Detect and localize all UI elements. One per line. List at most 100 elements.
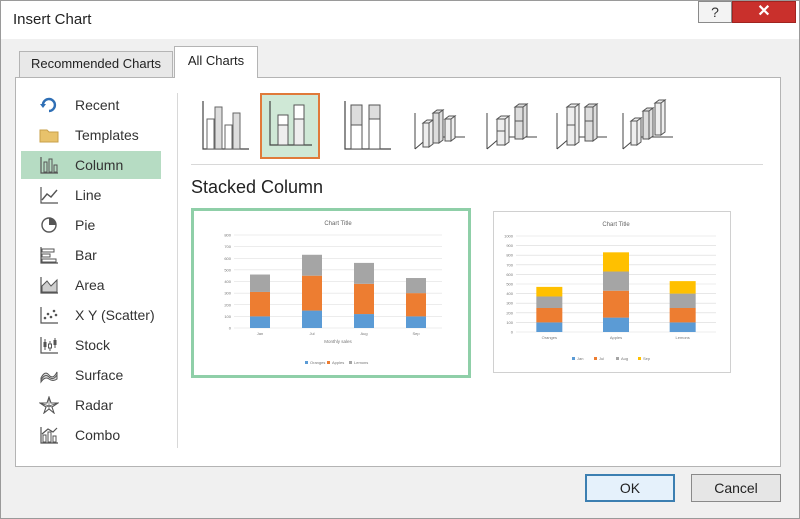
tab-recommended-charts[interactable]: Recommended Charts — [19, 51, 173, 77]
legend-swatch — [616, 357, 619, 360]
ok-button[interactable]: OK — [585, 474, 675, 502]
bar-segment — [302, 254, 322, 276]
bar-segment — [669, 281, 696, 294]
bar-segment — [250, 316, 270, 328]
sidebar-divider — [177, 93, 178, 448]
bar-segment — [354, 314, 374, 328]
column-chart-icon — [40, 157, 58, 174]
help-button[interactable]: ? — [698, 1, 732, 23]
bar-segment — [406, 316, 426, 328]
bar-segment — [302, 275, 322, 311]
subtype-100-stacked-column[interactable] — [337, 93, 397, 159]
recent-icon — [40, 97, 57, 113]
gallery-divider — [191, 164, 763, 165]
sidebar-item-column[interactable]: Column — [21, 151, 161, 179]
legend-label: Jan — [577, 356, 583, 361]
subtype-clustered-column[interactable] — [195, 93, 255, 159]
y-tick-label: 100 — [224, 314, 231, 319]
chart-title: Chart Title — [324, 221, 352, 227]
sidebar-item-label: X Y (Scatter) — [75, 307, 155, 323]
chart-title: Chart Title — [602, 222, 630, 228]
legend-label: Sep — [643, 356, 651, 361]
x-tick-label: Aug — [360, 331, 367, 336]
y-tick-label: 300 — [506, 301, 513, 306]
sidebar-item-scatter[interactable]: X Y (Scatter) — [21, 301, 161, 329]
bar-chart-icon — [40, 247, 58, 264]
legend-label: Oranges — [310, 360, 325, 365]
x-tick-label: Apples — [610, 335, 622, 340]
close-button[interactable]: ✕ — [732, 1, 796, 23]
y-tick-label: 700 — [506, 262, 513, 267]
sidebar-item-label: Pie — [75, 217, 96, 233]
bar-segment — [250, 274, 270, 292]
sidebar-item-area[interactable]: Area — [21, 271, 161, 299]
x-tick-label: Lemons — [676, 335, 690, 340]
bar-segment — [354, 283, 374, 315]
bar-segment — [406, 278, 426, 294]
subtype-3d-clustered-column[interactable] — [409, 93, 469, 159]
sidebar-item-label: Radar — [75, 397, 114, 413]
bar-segment — [603, 252, 629, 272]
sidebar-item-bar[interactable]: Bar — [21, 241, 161, 269]
y-tick-label: 200 — [506, 310, 513, 315]
chart-subtype-heading: Stacked Column — [191, 177, 324, 197]
sidebar-item-stock[interactable]: Stock — [21, 331, 161, 359]
y-tick-label: 0 — [511, 330, 514, 335]
legend-label: Jul — [599, 356, 604, 361]
sidebar-item-label: Area — [75, 277, 105, 293]
bar-segment — [603, 290, 629, 318]
title-bar: Insert Chart ? ✕ — [1, 1, 799, 39]
3d-stacked-column-icon — [486, 103, 537, 150]
stock-chart-icon — [40, 337, 58, 354]
bar-segment — [302, 310, 322, 328]
chart-preview-1[interactable]: Chart Title 0 100 200 300 400 500 600 700 800 Jan J… — [191, 208, 471, 378]
sidebar-item-line[interactable]: Line — [21, 181, 161, 209]
bar-segment — [603, 271, 629, 291]
sidebar-item-recent[interactable]: Recent — [21, 91, 161, 119]
bar-segment — [250, 291, 270, 317]
legend-swatch — [305, 361, 308, 364]
legend-swatch — [572, 357, 575, 360]
y-tick-label: 800 — [506, 253, 513, 258]
y-tick-label: 300 — [224, 291, 231, 296]
sidebar-item-templates[interactable]: Templates — [21, 121, 161, 149]
stacked-column-icon — [269, 101, 312, 146]
area-chart-icon — [40, 277, 58, 294]
100-stacked-column-icon — [344, 101, 391, 150]
sidebar-item-combo[interactable]: Combo — [21, 421, 161, 449]
y-tick-label: 700 — [224, 244, 231, 249]
3d-100-stacked-column-icon — [556, 103, 607, 150]
subtype-stacked-column[interactable] — [260, 93, 320, 159]
bar-segment — [406, 293, 426, 317]
sidebar-item-pie[interactable]: Pie — [21, 211, 161, 239]
y-tick-label: 500 — [224, 267, 231, 272]
x-tick-label: Jan — [257, 331, 263, 336]
sidebar-item-label: Bar — [75, 247, 97, 263]
sidebar-item-label: Line — [75, 187, 102, 203]
sidebar-item-radar[interactable]: Radar — [21, 391, 161, 419]
x-tick-label: Jul — [309, 331, 314, 336]
bar-segment — [669, 293, 696, 308]
subtype-3d-100-stacked-column[interactable] — [551, 93, 611, 159]
bar-segment — [536, 322, 563, 332]
subtype-3d-column[interactable] — [617, 93, 677, 159]
y-tick-label: 900 — [506, 243, 513, 248]
chart-preview-2[interactable]: Chart Title 0 100 200 300 400 500 600 700 800 900 1… — [493, 211, 731, 373]
bar-segment — [536, 308, 563, 323]
3d-clustered-column-icon — [414, 109, 465, 150]
bar-segment — [536, 286, 563, 297]
cancel-button[interactable]: Cancel — [691, 474, 781, 502]
bar-segment — [669, 322, 696, 332]
y-tick-label: 400 — [224, 279, 231, 284]
sidebar-item-label: Column — [75, 157, 124, 173]
combo-chart-icon — [40, 427, 58, 444]
subtype-3d-stacked-column[interactable] — [481, 93, 541, 159]
preview-chart-1: Chart Title 0 100 200 300 400 500 600 700 800 Jan J… — [224, 221, 442, 365]
sidebar-item-label: Surface — [75, 367, 124, 383]
y-tick-label: 100 — [506, 320, 513, 325]
legend-label: Aug — [621, 356, 628, 361]
sidebar-item-surface[interactable]: Surface — [21, 361, 161, 389]
tab-all-charts[interactable]: All Charts — [174, 46, 258, 78]
y-tick-label: 600 — [506, 272, 513, 277]
